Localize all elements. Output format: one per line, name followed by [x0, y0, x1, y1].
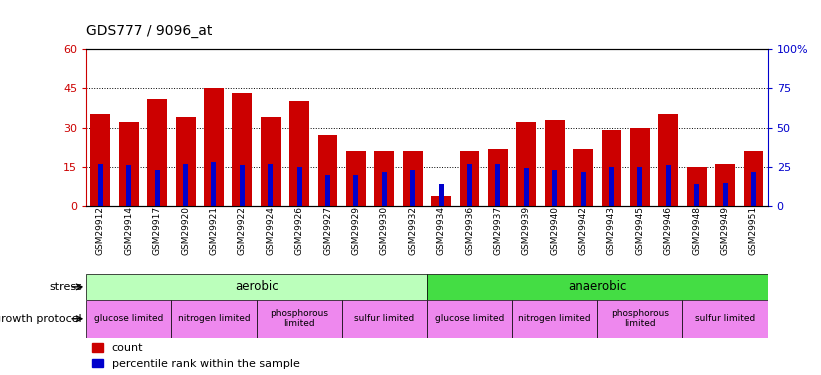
- Bar: [403, 151, 423, 206]
- Bar: [410, 170, 415, 206]
- Bar: [296, 167, 301, 206]
- Text: GSM29932: GSM29932: [408, 206, 417, 255]
- Bar: [212, 162, 217, 206]
- Text: GSM29948: GSM29948: [692, 206, 701, 255]
- Text: GSM29921: GSM29921: [209, 206, 218, 255]
- Bar: [751, 172, 756, 206]
- Text: GSM29917: GSM29917: [153, 206, 162, 255]
- Text: GSM29945: GSM29945: [635, 206, 644, 255]
- Text: sulfur limited: sulfur limited: [354, 314, 415, 323]
- Text: phosphorous
limited: phosphorous limited: [611, 309, 669, 328]
- Bar: [630, 128, 649, 206]
- Text: GSM29943: GSM29943: [607, 206, 616, 255]
- Text: GSM29912: GSM29912: [96, 206, 105, 255]
- Text: growth protocol: growth protocol: [0, 314, 82, 324]
- Text: nitrogen limited: nitrogen limited: [518, 314, 591, 323]
- Bar: [374, 151, 394, 206]
- Legend: count, percentile rank within the sample: count, percentile rank within the sample: [92, 343, 300, 369]
- Bar: [666, 165, 671, 206]
- Text: GSM29924: GSM29924: [266, 206, 275, 255]
- Bar: [176, 117, 195, 206]
- Bar: [154, 170, 159, 206]
- Text: GSM29920: GSM29920: [181, 206, 190, 255]
- Bar: [183, 164, 188, 206]
- Bar: [602, 130, 621, 206]
- Text: GSM29937: GSM29937: [493, 206, 502, 255]
- Bar: [342, 300, 427, 338]
- Bar: [658, 114, 678, 206]
- Text: GSM29951: GSM29951: [749, 206, 758, 255]
- Text: GSM29926: GSM29926: [295, 206, 304, 255]
- Bar: [553, 170, 557, 206]
- Bar: [580, 172, 585, 206]
- Bar: [512, 300, 598, 338]
- Text: stress: stress: [49, 282, 82, 292]
- Bar: [86, 300, 172, 338]
- Bar: [318, 135, 337, 206]
- Bar: [240, 165, 245, 206]
- Text: GSM29946: GSM29946: [663, 206, 672, 255]
- Bar: [147, 99, 167, 206]
- Text: glucose limited: glucose limited: [94, 314, 163, 323]
- Bar: [119, 122, 139, 206]
- Bar: [573, 148, 593, 206]
- Bar: [354, 175, 359, 206]
- Bar: [722, 183, 727, 206]
- Bar: [682, 300, 768, 338]
- Bar: [715, 164, 735, 206]
- Bar: [609, 167, 614, 206]
- Bar: [438, 184, 443, 206]
- Bar: [325, 175, 330, 206]
- Text: phosphorous
limited: phosphorous limited: [270, 309, 328, 328]
- Bar: [382, 172, 387, 206]
- Bar: [261, 117, 281, 206]
- Bar: [172, 300, 256, 338]
- Bar: [495, 164, 500, 206]
- Text: nitrogen limited: nitrogen limited: [177, 314, 250, 323]
- Text: glucose limited: glucose limited: [435, 314, 504, 323]
- Text: GSM29929: GSM29929: [351, 206, 360, 255]
- Bar: [90, 114, 110, 206]
- Bar: [256, 300, 342, 338]
- Bar: [289, 101, 309, 206]
- Bar: [545, 120, 565, 206]
- Bar: [346, 151, 366, 206]
- Text: GSM29914: GSM29914: [124, 206, 133, 255]
- Bar: [232, 93, 252, 206]
- Bar: [467, 164, 472, 206]
- Bar: [524, 168, 529, 206]
- Bar: [488, 148, 508, 206]
- Text: GSM29949: GSM29949: [721, 206, 730, 255]
- Text: GSM29940: GSM29940: [550, 206, 559, 255]
- Text: GSM29922: GSM29922: [238, 206, 247, 255]
- Text: GSM29927: GSM29927: [323, 206, 332, 255]
- Bar: [460, 151, 479, 206]
- Bar: [427, 300, 512, 338]
- Bar: [637, 167, 642, 206]
- Bar: [695, 184, 699, 206]
- Bar: [268, 164, 273, 206]
- Bar: [686, 167, 707, 206]
- Bar: [516, 122, 536, 206]
- Text: GSM29939: GSM29939: [522, 206, 531, 255]
- Text: GSM29930: GSM29930: [380, 206, 389, 255]
- Text: GSM29934: GSM29934: [437, 206, 446, 255]
- Bar: [744, 151, 764, 206]
- Bar: [126, 165, 131, 206]
- Bar: [204, 88, 224, 206]
- Bar: [598, 300, 682, 338]
- Bar: [98, 164, 103, 206]
- Text: GSM29936: GSM29936: [465, 206, 474, 255]
- Text: anaerobic: anaerobic: [568, 280, 626, 293]
- Text: sulfur limited: sulfur limited: [695, 314, 755, 323]
- Text: GSM29942: GSM29942: [579, 206, 588, 255]
- Bar: [431, 196, 451, 206]
- Text: GDS777 / 9096_at: GDS777 / 9096_at: [86, 24, 213, 38]
- Bar: [86, 274, 427, 300]
- Text: aerobic: aerobic: [235, 280, 278, 293]
- Bar: [427, 274, 768, 300]
